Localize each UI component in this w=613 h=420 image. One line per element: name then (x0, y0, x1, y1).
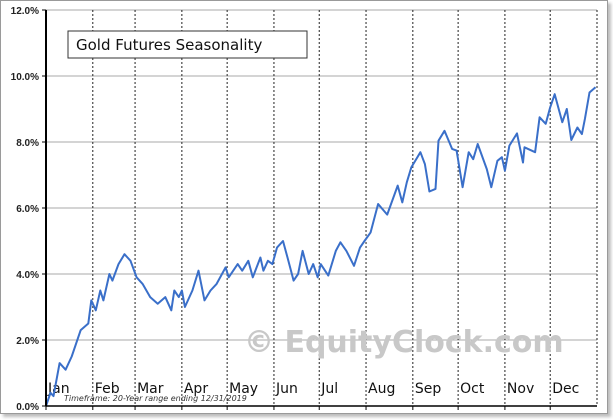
month-label: Oct (460, 381, 485, 397)
month-label: Aug (368, 381, 395, 397)
month-label: May (229, 381, 258, 397)
y-tick-label: 12.0% (11, 6, 39, 17)
month-label: Nov (507, 381, 534, 397)
timeframe-note: Timeframe: 20-Year range ending 12/31/20… (64, 394, 247, 403)
y-tick-label: 8.0% (16, 138, 39, 149)
y-tick-label: 6.0% (16, 204, 39, 215)
month-label: Jun (275, 381, 298, 397)
title-box (67, 30, 308, 59)
month-label: Jan (47, 381, 70, 397)
y-tick-label: 2.0% (16, 336, 39, 347)
month-label: Mar (137, 381, 164, 397)
month-label: Sep (415, 381, 442, 397)
y-tick-label: 4.0% (16, 270, 39, 281)
month-label: Dec (552, 381, 579, 397)
chart-frame (0, 0, 608, 414)
watermark: © EquityClock.com (244, 325, 564, 360)
month-label: Apr (184, 381, 208, 397)
chart-title: Gold Futures Seasonality (76, 36, 262, 54)
y-tick-label: 10.0% (11, 72, 39, 83)
month-label: Jul (320, 381, 338, 397)
y-tick-label: 0.0% (16, 402, 39, 413)
series-line (45, 86, 597, 407)
month-label: Feb (95, 381, 120, 397)
